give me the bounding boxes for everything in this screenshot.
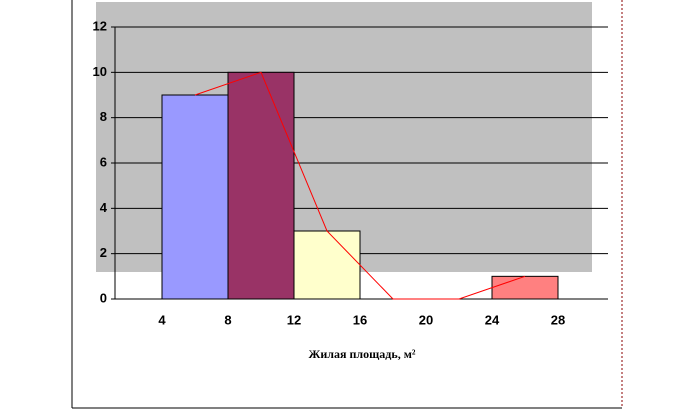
- y-tick-label: 10: [93, 64, 107, 79]
- x-tick-label: 20: [419, 312, 433, 327]
- y-tick-label: 0: [100, 290, 107, 305]
- x-tick-label: 28: [551, 312, 565, 327]
- bar: [293, 230, 361, 300]
- bar: [227, 71, 295, 300]
- x-tick-label: 4: [158, 312, 166, 327]
- frequency-line: [194, 71, 526, 300]
- x-tick-label: 16: [353, 312, 367, 327]
- y-tick-label: 2: [100, 245, 107, 260]
- x-tick-label: 8: [224, 312, 231, 327]
- x-axis-title: Жилая площадь, м²: [309, 347, 416, 361]
- x-tick-label: 12: [287, 312, 301, 327]
- y-tick-label: 12: [93, 18, 107, 33]
- y-tick-label: 6: [100, 154, 107, 169]
- bar: [491, 275, 559, 300]
- y-tick-label: 8: [100, 109, 107, 124]
- y-tick-label: 4: [100, 200, 108, 215]
- bar: [161, 94, 229, 300]
- x-tick-label: 24: [485, 312, 500, 327]
